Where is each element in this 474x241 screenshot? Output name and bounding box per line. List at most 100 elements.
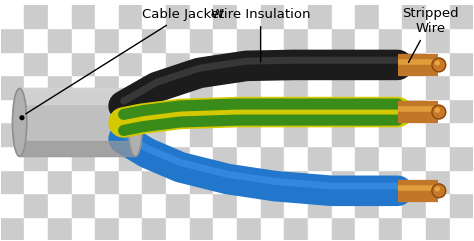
Bar [0,28,24,52]
Bar [72,99,95,122]
Bar [379,146,402,170]
Circle shape [436,187,439,191]
Bar [213,52,237,75]
Bar [426,170,450,193]
Bar [237,99,261,122]
Bar [426,75,450,99]
Bar [308,5,331,28]
Bar [308,170,331,193]
Bar [95,193,119,217]
Ellipse shape [128,88,143,156]
Bar [426,193,450,217]
Bar [95,146,119,170]
Bar [190,52,213,75]
Bar [284,99,308,122]
Bar [48,28,72,52]
Bar [237,28,261,52]
Bar [379,99,402,122]
Bar [166,122,190,146]
Bar [284,193,308,217]
Bar [24,5,48,28]
Bar [308,146,331,170]
Bar [355,99,379,122]
Bar [450,146,474,170]
Bar [331,5,355,28]
Bar [95,170,119,193]
Bar [308,122,331,146]
Bar [24,52,48,75]
Bar [72,217,95,240]
Bar [119,28,143,52]
Bar [213,28,237,52]
Bar [72,122,95,146]
Bar [48,5,72,28]
Bar [119,52,143,75]
Bar [261,28,284,52]
Bar [72,28,95,52]
Bar [237,193,261,217]
Bar [143,122,166,146]
Bar [48,75,72,99]
Bar [331,75,355,99]
Bar [48,170,72,193]
Bar [450,170,474,193]
Bar [0,193,24,217]
Bar [261,146,284,170]
Bar [119,217,143,240]
Bar [331,99,355,122]
Bar [426,122,450,146]
Bar [284,146,308,170]
Bar [143,52,166,75]
Bar [213,217,237,240]
Bar [213,146,237,170]
Bar [95,122,119,146]
Bar [402,99,426,122]
Bar [143,170,166,193]
Bar [119,122,143,146]
Bar [213,170,237,193]
Circle shape [432,184,446,198]
Bar [143,217,166,240]
Bar [24,217,48,240]
Bar [308,99,331,122]
Bar [72,52,95,75]
Bar [379,217,402,240]
Bar [261,217,284,240]
Bar [190,5,213,28]
Circle shape [436,61,439,65]
Bar [450,99,474,122]
Bar [261,5,284,28]
Bar [450,217,474,240]
Bar [213,122,237,146]
Circle shape [20,116,24,120]
Ellipse shape [12,88,27,156]
Bar [95,52,119,75]
Bar [190,170,213,193]
Circle shape [432,105,446,119]
Bar [190,122,213,146]
Bar [426,5,450,28]
Bar [450,28,474,52]
Bar [450,5,474,28]
Bar [426,52,450,75]
Bar [379,28,402,52]
Bar [284,217,308,240]
Bar [450,193,474,217]
Bar [261,99,284,122]
Bar [166,75,190,99]
Bar [48,217,72,240]
Bar [190,146,213,170]
Bar [166,146,190,170]
Bar [119,75,143,99]
Bar [95,99,119,122]
Bar [213,75,237,99]
Bar [237,146,261,170]
Bar [0,146,24,170]
Bar [284,28,308,52]
Bar [48,99,72,122]
Bar [355,170,379,193]
Bar [48,193,72,217]
Bar [166,5,190,28]
Bar [48,146,72,170]
Bar [166,170,190,193]
